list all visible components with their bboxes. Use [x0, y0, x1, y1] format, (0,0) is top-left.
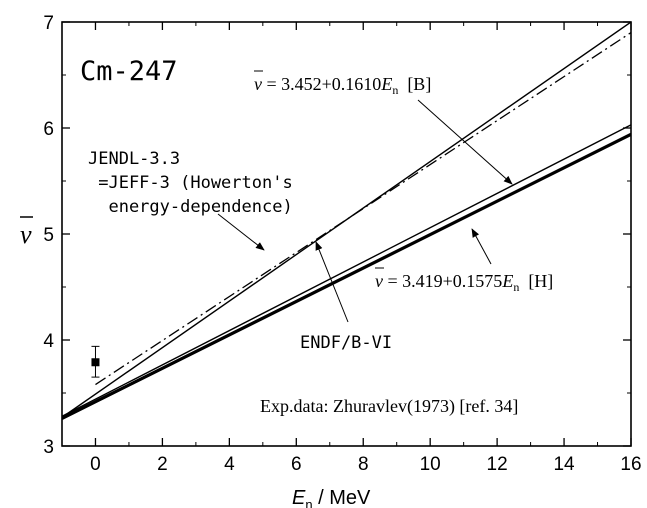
experimental-data — [91, 345, 100, 378]
eq-b-sym: ν — [254, 74, 262, 94]
eq-b-text: ν = 3.452+0.1610En [B] — [254, 74, 431, 97]
series-line-eq_b — [95, 32, 631, 386]
arrow-eq-h — [471, 228, 492, 265]
chart-title: Cm-247 — [80, 56, 178, 87]
annotation-eq-h: ν = 3.419+0.1575En [H] — [375, 267, 553, 294]
x-tick-label: 16 — [620, 454, 641, 475]
eq-b-tag: [B] — [398, 74, 431, 94]
eq-h-var: E — [501, 271, 513, 291]
annotation-exp-data: Exp.data: Zhuravlev(1973) [ref. 34] — [260, 396, 518, 417]
x-tick-label: 2 — [157, 454, 168, 475]
x-tick-label: 0 — [90, 454, 101, 475]
x-label-var: E — [292, 487, 306, 508]
annotation-jendl-line2: =JEFF-3 (Howerton's — [88, 173, 293, 193]
eq-h-sub: n — [513, 280, 519, 294]
eq-b-formula: = 3.452+0.1610 — [262, 74, 381, 94]
x-tick-label: 14 — [553, 454, 575, 475]
eq-h-sym: ν — [375, 271, 383, 291]
arrow-jendl — [217, 213, 265, 251]
y-tick-label: 6 — [43, 119, 54, 140]
annotation-jendl-line3: energy-dependence) — [88, 197, 293, 217]
y-tick-label: 3 — [43, 437, 54, 458]
x-axis-label: En / MeV — [292, 487, 371, 508]
series-line-endf — [62, 124, 631, 417]
eq-b-sub: n — [392, 83, 398, 97]
x-tick-label: 12 — [487, 454, 508, 475]
x-label-sub: n — [305, 497, 312, 508]
x-tick-label: 10 — [420, 454, 441, 475]
y-label-symbol: ν — [20, 220, 32, 249]
y-tick-label: 7 — [43, 13, 54, 34]
annotation-jendl: JENDL-3.3 =JEFF-3 (Howerton's energy-dep… — [88, 149, 303, 217]
y-tick-label: 4 — [43, 331, 54, 352]
annotation-endf: ENDF/B-VI — [300, 333, 392, 353]
eq-h-text: ν = 3.419+0.1575En [H] — [375, 271, 553, 294]
annotation-eq-b: ν = 3.452+0.1610En [B] — [254, 70, 431, 97]
series-lines — [62, 22, 631, 420]
y-tick-label: 5 — [43, 225, 54, 246]
axis-ticks: 0 2 4 6 8 10 12 14 16 3 4 5 6 7 — [43, 13, 641, 475]
x-tick-label: 4 — [224, 454, 235, 475]
annotation-jendl-line1: JENDL-3.3 — [88, 149, 180, 169]
series-line-jendl — [62, 22, 631, 418]
data-point — [91, 358, 100, 367]
y-axis-label: ν — [20, 216, 33, 249]
series-line-eq_h — [62, 132, 631, 420]
arrow-endf — [315, 241, 349, 323]
eq-h-tag: [H] — [519, 271, 553, 291]
arrow-eq-b — [417, 99, 513, 185]
x-tick-label: 8 — [358, 454, 369, 475]
x-label-unit: / MeV — [313, 487, 371, 508]
eq-b-var: E — [380, 74, 392, 94]
eq-h-formula: = 3.419+0.1575 — [383, 271, 502, 291]
x-tick-label: 6 — [291, 454, 302, 475]
